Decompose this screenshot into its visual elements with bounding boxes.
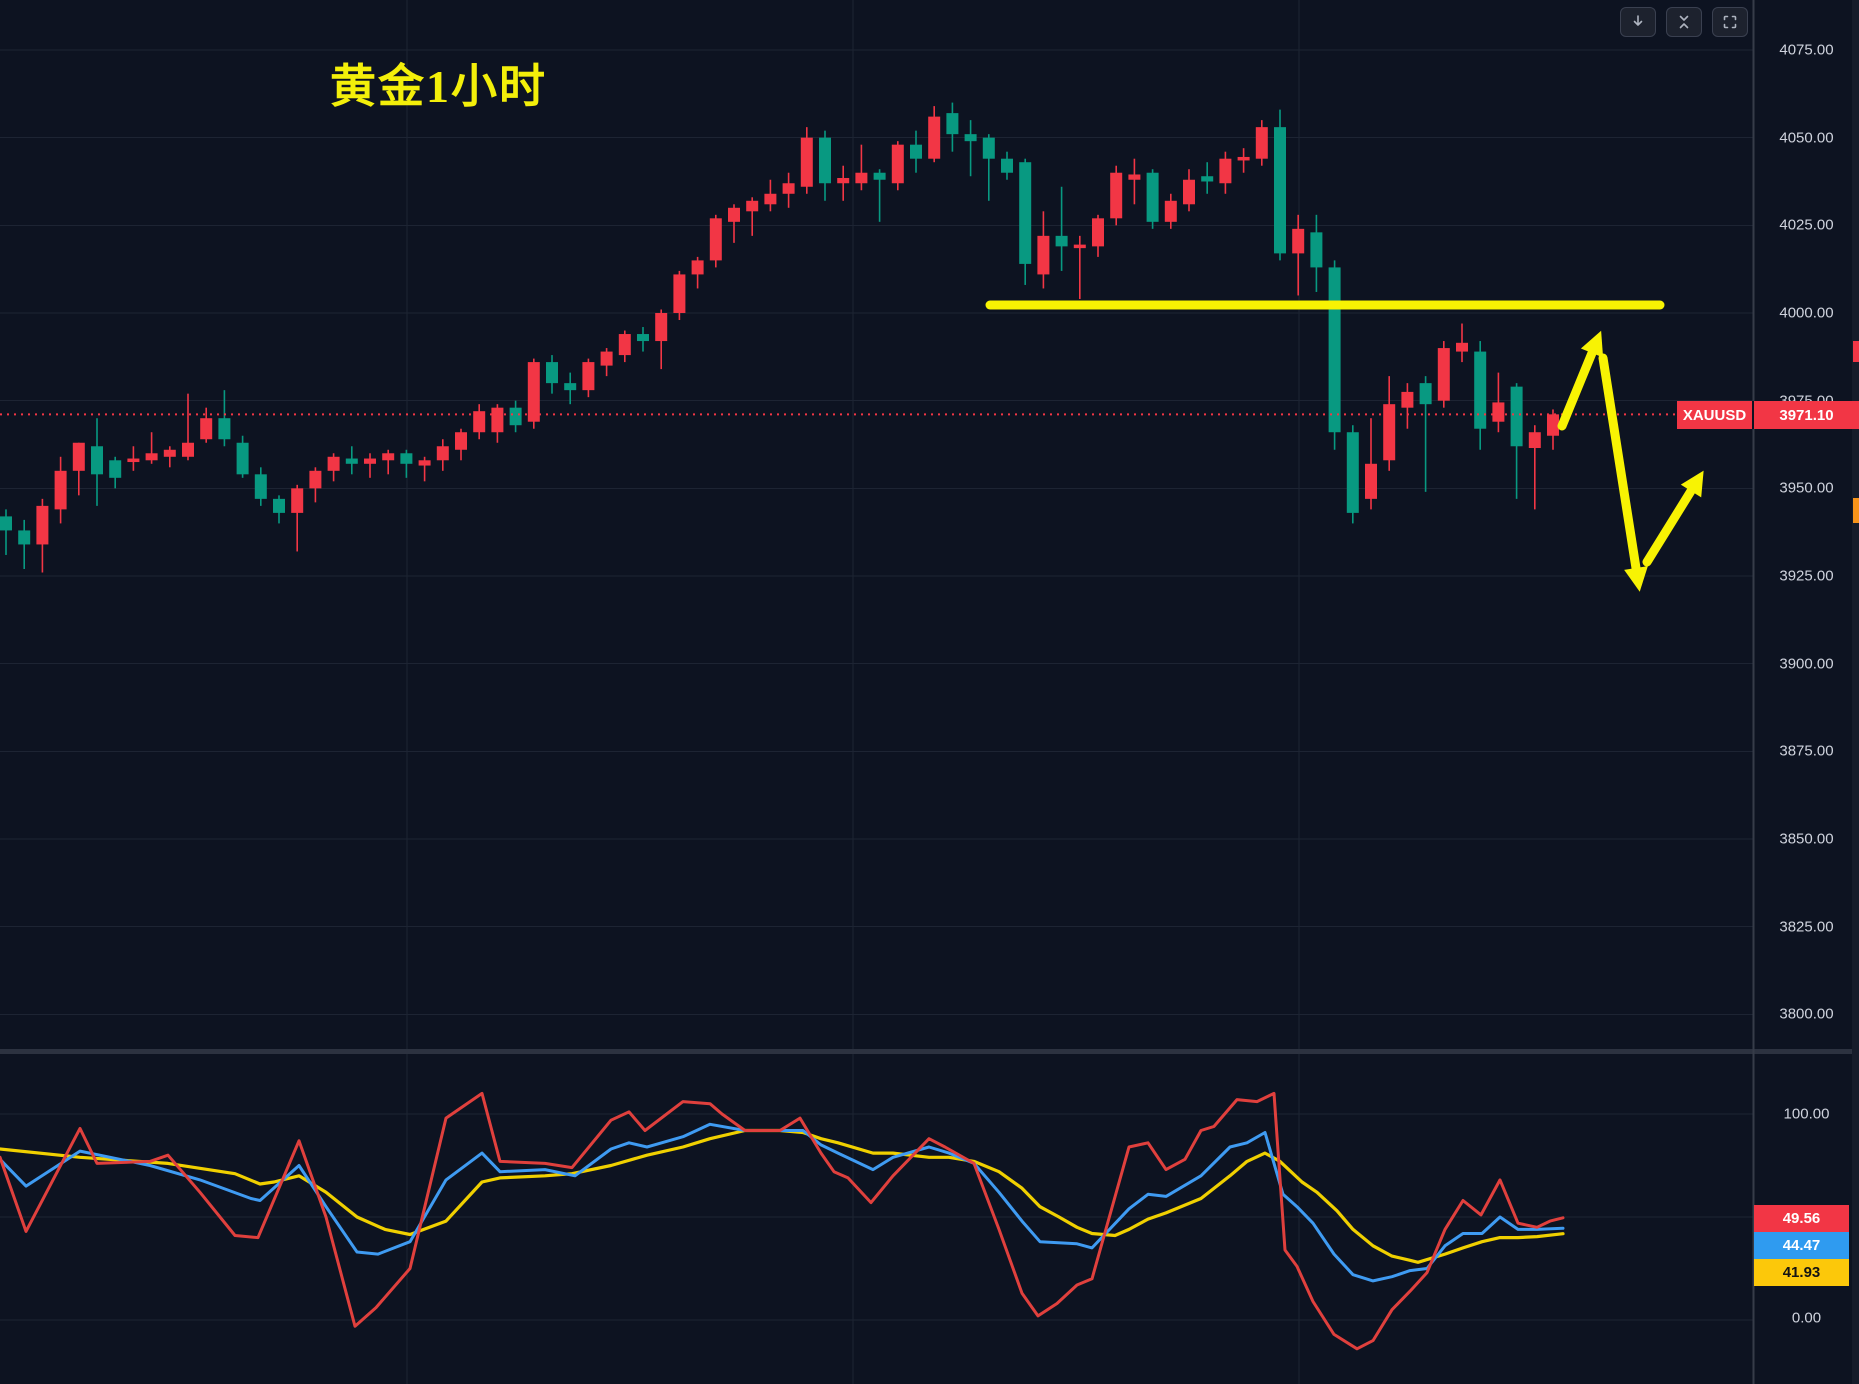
chart-title-overlay: 黄金1小时 [330, 61, 547, 112]
price-axis-label: 3925.00 [1779, 567, 1834, 585]
price-axis-label: 3900.00 [1779, 655, 1834, 673]
kdj-value-j: 49.56 [1754, 1205, 1849, 1232]
price-axis-label: 3875.00 [1779, 742, 1834, 760]
price-axis-label: 3850.00 [1779, 830, 1834, 848]
fullscreen-icon [1722, 14, 1738, 30]
download-icon [1630, 14, 1646, 30]
symbol-label: XAUUSD [1677, 401, 1754, 429]
kdj-value-k: 44.47 [1754, 1232, 1849, 1259]
price-axis-label: 3825.00 [1779, 918, 1834, 936]
fullscreen-button[interactable] [1712, 7, 1748, 37]
price-axis-label: 3950.00 [1779, 479, 1834, 497]
price-axis-label: 4050.00 [1779, 129, 1834, 147]
current-price-label: 3971.10 [1754, 401, 1859, 429]
chart-toolbar [1620, 7, 1748, 37]
collapse-button[interactable] [1666, 7, 1702, 37]
indicator-axis-label: 100.00 [1783, 1105, 1830, 1123]
download-button[interactable] [1620, 7, 1656, 37]
price-axis-label: 3800.00 [1779, 1005, 1834, 1023]
price-axis-label: 4025.00 [1779, 216, 1834, 234]
price-axis-label: 4000.00 [1779, 304, 1834, 322]
price-axis-label: 4075.00 [1779, 41, 1834, 59]
indicator-axis-label: 0.00 [1791, 1309, 1822, 1327]
kdj-value-d: 41.93 [1754, 1259, 1849, 1286]
collapse-icon [1676, 14, 1692, 30]
